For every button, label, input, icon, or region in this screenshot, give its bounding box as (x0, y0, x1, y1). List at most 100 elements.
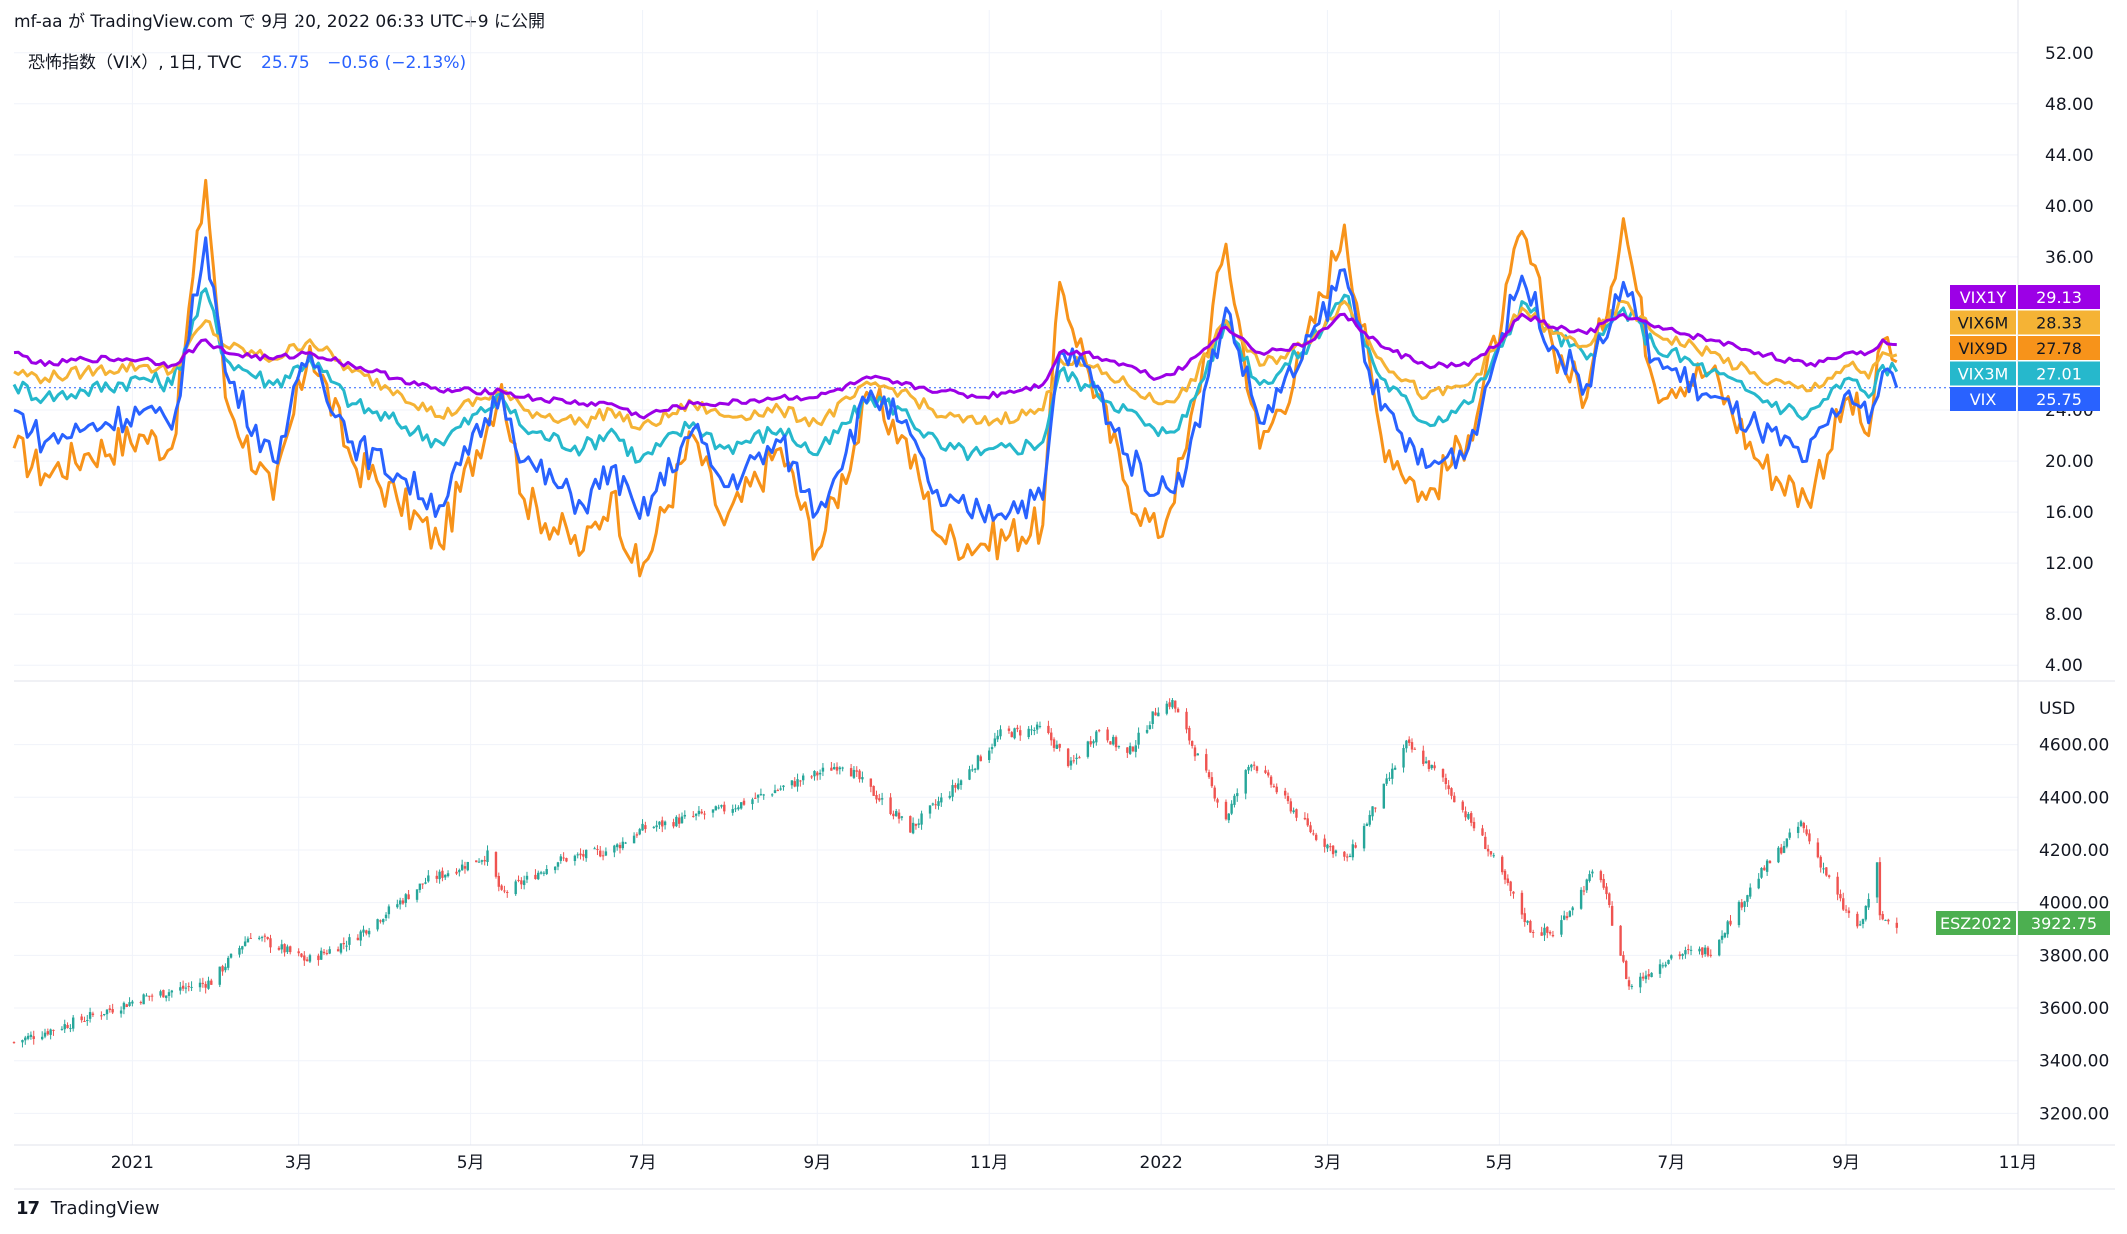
candle[interactable] (424, 877, 427, 885)
candle[interactable] (1599, 869, 1603, 883)
candle[interactable] (407, 889, 410, 900)
candle[interactable] (1010, 731, 1013, 738)
candle[interactable] (1286, 792, 1290, 804)
candle[interactable] (1453, 792, 1456, 803)
candle[interactable] (655, 820, 658, 832)
candle[interactable] (1250, 763, 1253, 772)
candle[interactable] (937, 796, 940, 810)
candle[interactable] (1407, 736, 1411, 746)
candle[interactable] (703, 810, 706, 820)
candle[interactable] (1244, 769, 1247, 800)
candle[interactable] (1075, 753, 1078, 765)
candle[interactable] (830, 761, 833, 771)
candle[interactable] (1509, 880, 1512, 897)
candle[interactable] (1689, 945, 1693, 956)
candle[interactable] (1895, 917, 1899, 934)
candle[interactable] (1030, 725, 1033, 736)
candle[interactable] (1605, 883, 1608, 900)
candle[interactable] (790, 780, 794, 789)
candle[interactable] (12, 1041, 16, 1044)
candle[interactable] (1512, 891, 1515, 899)
candle[interactable] (818, 769, 822, 780)
candle[interactable] (1441, 768, 1445, 782)
candle[interactable] (723, 801, 726, 815)
candle[interactable] (940, 792, 943, 807)
candle[interactable] (258, 935, 261, 941)
candle[interactable] (100, 1011, 103, 1020)
candle[interactable] (534, 869, 537, 880)
candle[interactable] (914, 823, 918, 830)
candle[interactable] (1190, 740, 1194, 749)
candle[interactable] (131, 999, 134, 1007)
candle[interactable] (1503, 869, 1507, 885)
candle[interactable] (917, 818, 920, 829)
candle[interactable] (852, 766, 856, 780)
candle[interactable] (1362, 823, 1366, 852)
candle[interactable] (799, 779, 802, 787)
candle[interactable] (1526, 920, 1529, 926)
candle[interactable] (1543, 923, 1546, 942)
candle[interactable] (139, 1000, 143, 1005)
candle[interactable] (1858, 920, 1862, 926)
candle[interactable] (1128, 742, 1132, 756)
candle[interactable] (717, 804, 720, 810)
candle[interactable] (1016, 724, 1019, 733)
candle[interactable] (1878, 857, 1882, 921)
candle[interactable] (266, 936, 269, 941)
candle[interactable] (1368, 810, 1371, 827)
candle[interactable] (1405, 739, 1408, 753)
candle[interactable] (1661, 962, 1665, 969)
candle[interactable] (1827, 874, 1831, 879)
candle[interactable] (1864, 905, 1867, 922)
candle[interactable] (1819, 855, 1822, 873)
candle[interactable] (522, 875, 526, 890)
series-line-vix9d[interactable] (12, 178, 1898, 578)
candle[interactable] (289, 945, 292, 955)
candle[interactable] (1729, 915, 1732, 927)
candle[interactable] (345, 940, 348, 952)
candle[interactable] (976, 754, 980, 771)
candle[interactable] (1703, 944, 1707, 957)
candle[interactable] (615, 843, 619, 851)
candle[interactable] (483, 855, 486, 866)
candle[interactable] (308, 953, 312, 964)
candle[interactable] (739, 802, 743, 810)
candle[interactable] (494, 851, 498, 879)
candle[interactable] (1720, 930, 1724, 944)
candle[interactable] (1424, 756, 1428, 764)
candle[interactable] (303, 951, 306, 966)
candle[interactable] (435, 870, 438, 883)
candle[interactable] (165, 995, 168, 1002)
candle[interactable] (1233, 793, 1236, 808)
candle[interactable] (1196, 753, 1199, 756)
candle[interactable] (1881, 911, 1884, 921)
candle[interactable] (328, 946, 331, 955)
candle[interactable] (911, 817, 915, 835)
candle[interactable] (210, 978, 213, 985)
candle[interactable] (438, 869, 441, 884)
candle[interactable] (1334, 849, 1338, 857)
candle[interactable] (458, 868, 461, 877)
candle[interactable] (1092, 739, 1095, 748)
candle[interactable] (948, 791, 951, 800)
candle[interactable] (1523, 907, 1526, 927)
candle[interactable] (263, 933, 267, 943)
candle[interactable] (506, 890, 509, 898)
candle[interactable] (1825, 867, 1828, 877)
candle[interactable] (692, 811, 695, 818)
candle[interactable] (1427, 760, 1431, 772)
candle[interactable] (1678, 951, 1681, 960)
candle[interactable] (1227, 813, 1231, 824)
candle[interactable] (356, 934, 360, 941)
candle[interactable] (486, 845, 489, 866)
candle[interactable] (1174, 700, 1177, 713)
candle[interactable] (1836, 872, 1839, 901)
candle[interactable] (305, 956, 309, 962)
candle[interactable] (677, 813, 681, 828)
candle[interactable] (1506, 874, 1510, 886)
candle[interactable] (367, 927, 371, 938)
candle[interactable] (770, 793, 774, 797)
candle[interactable] (359, 929, 362, 947)
candle[interactable] (1861, 918, 1865, 929)
candle[interactable] (1740, 899, 1743, 911)
